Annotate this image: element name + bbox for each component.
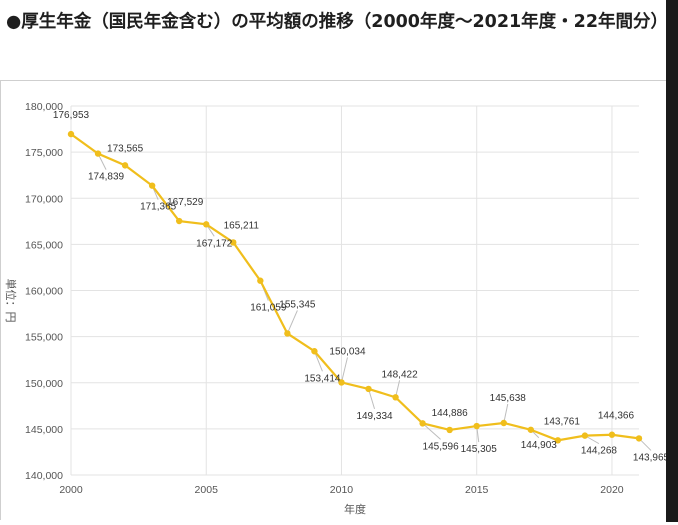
data-label: 171,365 <box>140 202 177 213</box>
data-point <box>392 394 399 401</box>
data-label: 149,334 <box>356 411 393 422</box>
y-tick-label: 140,000 <box>25 470 63 482</box>
data-point <box>257 277 264 284</box>
data-label: 176,953 <box>53 110 90 121</box>
data-point <box>365 385 372 393</box>
data-point <box>230 239 237 246</box>
series-line <box>70 133 640 442</box>
data-point <box>284 330 291 337</box>
data-label: 144,886 <box>432 408 469 419</box>
data-label: 155,345 <box>279 299 316 310</box>
data-point <box>635 435 643 442</box>
data-label: 143,761 <box>544 416 581 427</box>
data-label: 165,211 <box>224 220 260 231</box>
data-point <box>419 420 426 427</box>
x-axis-ticks: 2000 2005 2010 2015 2020 <box>59 484 623 496</box>
data-point <box>473 422 480 430</box>
data-point <box>121 162 129 169</box>
data-point <box>446 426 453 434</box>
data-label: 144,366 <box>598 411 635 422</box>
data-point <box>94 150 102 157</box>
data-label: 167,172 <box>196 238 233 249</box>
data-point <box>500 419 507 427</box>
chart-frame: 140,000 145,000 150,000 155,000 160,000 165,0… <box>0 80 670 520</box>
data-label: 145,305 <box>461 444 498 455</box>
data-point <box>311 348 318 355</box>
leader-line <box>313 351 323 372</box>
leader-line <box>286 310 298 334</box>
data-label: 144,903 <box>521 440 558 451</box>
data-label: 145,596 <box>423 441 460 452</box>
data-point <box>338 379 345 386</box>
leader-line <box>340 357 348 383</box>
window-edge <box>666 0 678 522</box>
y-tick-label: 145,000 <box>25 424 63 436</box>
line-chart: 140,000 145,000 150,000 155,000 160,000 165,0… <box>4 101 670 516</box>
chart-title: ●厚生年金（国民年金含む）の平均額の推移（2000年度〜2021年度・22年間分… <box>6 12 669 32</box>
leader-line <box>368 388 376 410</box>
y-tick-label: 150,000 <box>25 378 63 390</box>
leader-line <box>422 423 441 440</box>
data-points <box>67 130 643 444</box>
data-point <box>175 217 183 225</box>
y-tick-label: 155,000 <box>25 332 63 344</box>
data-label: 167,529 <box>167 197 204 208</box>
x-tick-label: 2010 <box>330 484 354 496</box>
y-axis-ticks: 140,000 145,000 150,000 155,000 160,000 165,0… <box>25 101 63 482</box>
data-point <box>67 130 75 138</box>
data-label: 148,422 <box>381 369 418 380</box>
data-label: 143,965 <box>633 452 667 463</box>
data-label: 161,059 <box>250 303 287 314</box>
data-point <box>527 426 535 433</box>
leader-line <box>503 403 509 424</box>
data-label: 150,034 <box>329 346 366 357</box>
y-tick-label: 160,000 <box>25 286 63 298</box>
data-point <box>148 182 156 189</box>
x-axis-label: 年度 <box>344 502 366 516</box>
data-label: 174,839 <box>88 172 125 183</box>
data-label: 145,638 <box>490 393 527 404</box>
x-tick-label: 2000 <box>59 484 83 496</box>
data-point <box>581 432 589 439</box>
data-point <box>608 431 616 438</box>
x-tick-label: 2020 <box>600 484 624 496</box>
y-tick-label: 170,000 <box>25 193 63 205</box>
y-tick-label: 175,000 <box>25 147 63 159</box>
data-label: 173,565 <box>107 143 144 154</box>
x-tick-label: 2005 <box>195 484 219 496</box>
y-tick-label: 180,000 <box>25 101 63 113</box>
gridlines <box>70 105 639 476</box>
data-point <box>203 221 210 228</box>
y-axis-label: 単位：円 <box>4 279 18 323</box>
x-tick-label: 2015 <box>465 484 489 496</box>
data-label: 144,268 <box>581 446 618 457</box>
data-point <box>554 437 562 444</box>
y-tick-label: 165,000 <box>25 239 63 251</box>
data-label: 153,414 <box>304 373 341 384</box>
